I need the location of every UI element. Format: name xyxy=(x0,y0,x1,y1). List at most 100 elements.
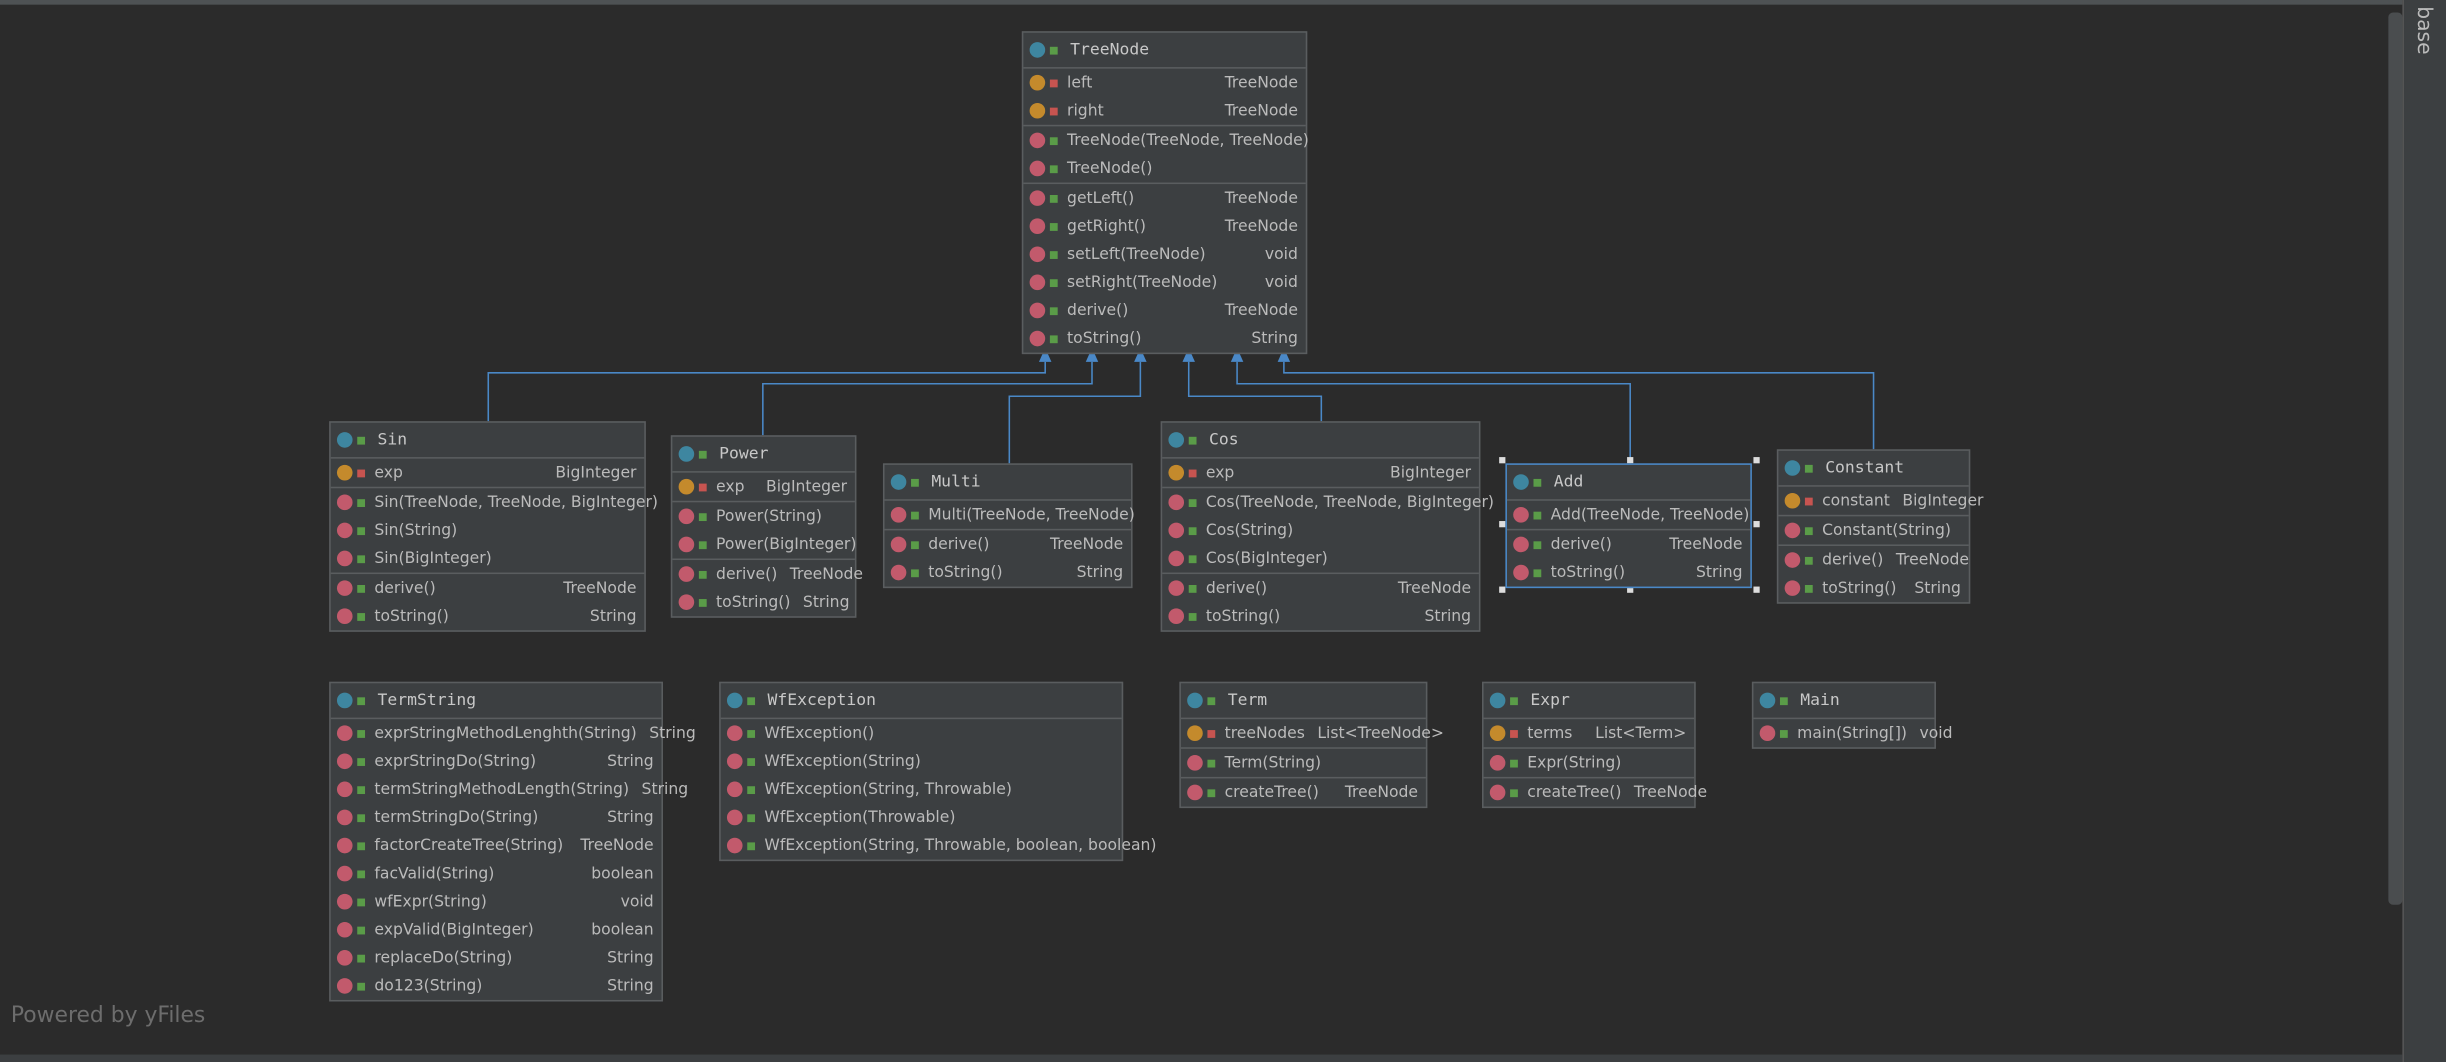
field-row[interactable]: right TreeNode xyxy=(1023,97,1305,125)
member-icon xyxy=(336,608,353,624)
method-row[interactable]: derive() TreeNode xyxy=(331,574,645,602)
method-row[interactable]: setLeft(TreeNode) void xyxy=(1023,240,1305,268)
class-node[interactable]: Expr terms List<Term> Expr(String) createTre… xyxy=(1482,681,1707,809)
method-row[interactable]: Multi(TreeNode, TreeNode) xyxy=(885,501,1135,529)
class-icon xyxy=(1513,474,1529,490)
member-icon xyxy=(336,950,353,966)
class-node[interactable]: Add Add(TreeNode, TreeNode) derive() TreeNo… xyxy=(1505,463,1752,589)
method-row[interactable]: WfException(Throwable) xyxy=(721,803,1122,831)
member-type: String xyxy=(607,808,654,827)
method-row[interactable]: WfException(String, Throwable, boolean, … xyxy=(721,831,1156,859)
member-name: Power(BigInteger) xyxy=(716,535,857,554)
method-row[interactable]: main(String[]) void xyxy=(1753,719,1953,747)
method-row[interactable]: Add(TreeNode, TreeNode) xyxy=(1507,501,1750,529)
method-row[interactable]: termStringMethodLength(String) String xyxy=(331,775,688,803)
method-row[interactable]: toString() String xyxy=(1162,602,1479,630)
member-icon xyxy=(1513,536,1529,553)
member-type: TreeNode xyxy=(1633,783,1708,802)
method-row[interactable]: createTree() TreeNode xyxy=(1181,778,1426,806)
method-row[interactable]: TreeNode() xyxy=(1023,154,1305,182)
method-row[interactable]: exprStringDo(String) String xyxy=(331,747,662,775)
method-row[interactable]: termStringDo(String) String xyxy=(331,803,662,831)
field-row[interactable]: constant BigInteger xyxy=(1778,487,1983,515)
visibility-icon xyxy=(747,729,756,738)
member-icon xyxy=(678,478,695,495)
method-row[interactable]: derive() TreeNode xyxy=(672,560,863,588)
class-node[interactable]: TermString exprStringMethodLenghth(String… xyxy=(329,681,696,1002)
method-row[interactable]: Cos(TreeNode, TreeNode, BigInteger) xyxy=(1162,488,1494,516)
class-node[interactable]: Main main(String[]) void xyxy=(1751,681,1953,749)
class-node[interactable]: Cos exp BigInteger Cos(TreeNode, TreeNode, … xyxy=(1160,421,1494,632)
field-row[interactable]: treeNodes List<TreeNode> xyxy=(1181,719,1444,747)
method-row[interactable]: factorCreateTree(String) TreeNode xyxy=(331,831,662,859)
constructors-section: WfException() WfException(String) WfExcept… xyxy=(721,719,1156,859)
method-row[interactable]: expValid(BigInteger) boolean xyxy=(331,916,662,944)
constructors-section: Expr(String) xyxy=(1483,749,1695,779)
method-row[interactable]: Power(BigInteger) xyxy=(672,530,857,558)
method-row[interactable]: setRight(TreeNode) void xyxy=(1023,268,1305,296)
member-icon xyxy=(336,580,353,596)
class-node[interactable]: TreeNode left TreeNode right TreeNode TreeNod… xyxy=(1021,31,1309,355)
member-name: Constant(String) xyxy=(1822,521,1951,539)
method-row[interactable]: Sin(TreeNode, TreeNode, BigInteger) xyxy=(331,488,658,516)
scrollbar[interactable] xyxy=(2388,12,2403,905)
member-type: BigInteger xyxy=(1390,464,1472,482)
visibility-icon xyxy=(1804,526,1813,535)
class-node[interactable]: Sin exp BigInteger Sin(TreeNode, TreeNode, … xyxy=(329,421,658,632)
method-row[interactable]: derive() TreeNode xyxy=(1023,296,1305,324)
class-node[interactable]: Term treeNodes List<TreeNode> Term(String) c… xyxy=(1179,681,1444,809)
member-type: TreeNode xyxy=(563,579,637,597)
constructors-section: Power(String) Power(BigInteger) xyxy=(672,502,857,561)
method-row[interactable]: Cos(BigInteger) xyxy=(1162,544,1479,572)
method-row[interactable]: Cos(String) xyxy=(1162,516,1479,544)
method-row[interactable]: Sin(BigInteger) xyxy=(331,544,645,572)
method-row[interactable]: exprStringMethodLenghth(String) String xyxy=(331,719,696,747)
method-row[interactable]: WfException() xyxy=(721,719,1122,747)
class-node[interactable]: Constant constant BigInteger Constant(Strin… xyxy=(1776,449,1983,604)
selection-handle xyxy=(1499,457,1506,464)
method-row[interactable]: derive() TreeNode xyxy=(1507,530,1750,558)
method-row[interactable]: Term(String) xyxy=(1181,749,1426,777)
field-row[interactable]: terms List<Term> xyxy=(1484,719,1695,747)
visibility-icon xyxy=(1207,788,1216,797)
class-node[interactable]: Power exp BigInteger Power(String) Power(Big… xyxy=(670,435,863,618)
method-row[interactable]: toString() String xyxy=(1778,574,1968,602)
method-row[interactable]: Power(String) xyxy=(672,502,855,530)
method-row[interactable]: toString() String xyxy=(885,558,1131,586)
member-type: String xyxy=(607,752,654,770)
field-row[interactable]: exp BigInteger xyxy=(1162,459,1479,487)
method-row[interactable]: wfExpr(String) void xyxy=(331,888,662,916)
visibility-icon xyxy=(357,584,366,593)
method-row[interactable]: TreeNode(TreeNode, TreeNode) xyxy=(1023,126,1309,154)
visibility-icon xyxy=(1779,729,1788,738)
method-row[interactable]: WfException(String) xyxy=(721,747,1122,775)
method-row[interactable]: do123(String) String xyxy=(331,972,662,1000)
side-tab[interactable]: base xyxy=(2411,6,2436,55)
field-row[interactable]: exp BigInteger xyxy=(331,459,645,487)
visibility-icon xyxy=(1779,696,1788,705)
method-row[interactable]: facValid(String) boolean xyxy=(331,860,662,888)
class-icon xyxy=(1784,460,1801,476)
method-row[interactable]: Expr(String) xyxy=(1484,749,1695,777)
member-icon xyxy=(1029,132,1046,149)
method-row[interactable]: createTree() TreeNode xyxy=(1484,778,1707,806)
method-row[interactable]: WfException(String, Throwable) xyxy=(721,775,1122,803)
method-row[interactable]: toString() String xyxy=(1023,324,1305,352)
member-icon xyxy=(1784,522,1801,539)
method-row[interactable]: getLeft() TreeNode xyxy=(1023,184,1305,212)
class-node[interactable]: Multi Multi(TreeNode, TreeNode) derive() Tr… xyxy=(882,463,1135,589)
field-row[interactable]: left TreeNode xyxy=(1023,69,1305,97)
method-row[interactable]: derive() TreeNode xyxy=(1162,574,1479,602)
method-row[interactable]: derive() TreeNode xyxy=(1778,546,1969,574)
field-row[interactable]: exp BigInteger xyxy=(672,473,855,501)
method-row[interactable]: Constant(String) xyxy=(1778,516,1968,544)
method-row[interactable]: replaceDo(String) String xyxy=(331,944,662,972)
visibility-icon xyxy=(698,570,707,578)
method-row[interactable]: derive() TreeNode xyxy=(885,530,1131,558)
method-row[interactable]: getRight() TreeNode xyxy=(1023,212,1305,240)
method-row[interactable]: Sin(String) xyxy=(331,516,645,544)
method-row[interactable]: toString() String xyxy=(331,602,645,630)
method-row[interactable]: toString() String xyxy=(1507,558,1750,586)
class-node[interactable]: WfException WfException() WfException(Stri… xyxy=(719,681,1156,862)
method-row[interactable]: toString() String xyxy=(672,588,855,616)
